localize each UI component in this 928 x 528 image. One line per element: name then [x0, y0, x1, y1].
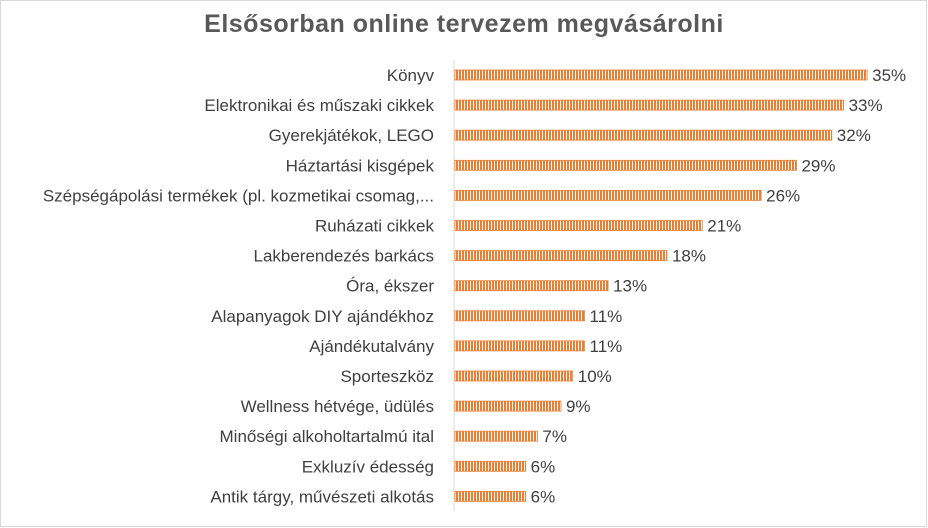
data-label: 26% [766, 186, 800, 205]
bar [454, 250, 668, 262]
data-label: 11% [590, 307, 623, 326]
data-label: 32% [837, 126, 871, 145]
category-label: Elektronikai és műszaki cikkek [204, 96, 434, 115]
bar [454, 189, 762, 201]
category-label: Háztartási kisgépek [286, 156, 435, 175]
category-label: Szépségápolási termékek (pl. kozmetikai … [43, 186, 434, 205]
bar [454, 400, 562, 412]
data-label: 10% [578, 367, 612, 386]
category-label: Wellness hétvége, üdülés [241, 397, 434, 416]
category-label: Sporteszköz [340, 367, 434, 386]
chart-title: Elsősorban online tervezem megvásárolni [204, 10, 724, 38]
bar [454, 490, 527, 502]
data-label: 33% [849, 96, 883, 115]
category-label: Könyv [387, 66, 435, 85]
data-label: 6% [531, 487, 556, 506]
category-label: Exkluzív édesség [302, 457, 434, 476]
data-label: 9% [566, 397, 591, 416]
data-label: 29% [801, 156, 835, 175]
data-label: 35% [872, 66, 906, 85]
bar [454, 69, 868, 81]
data-label: 18% [672, 247, 706, 266]
bar [454, 340, 585, 352]
data-label: 11% [590, 337, 623, 356]
data-label: 7% [542, 427, 567, 446]
bar [454, 460, 527, 472]
category-label: Óra, ékszer [346, 277, 434, 296]
bar [454, 430, 538, 442]
category-label: Alapanyagok DIY ajándékhoz [211, 307, 434, 326]
category-label: Lakberendezés barkács [253, 247, 434, 266]
bar [454, 220, 703, 231]
category-label: Minőségi alkoholtartalmú ital [220, 427, 435, 446]
data-label: 13% [613, 277, 647, 296]
data-label: 6% [531, 457, 556, 476]
data-label: 21% [707, 217, 741, 236]
category-label: Ruházati cikkek [315, 217, 435, 236]
bar [454, 310, 585, 322]
bar [454, 159, 797, 171]
category-label: Gyerekjátékok, LEGO [269, 126, 434, 145]
bar [454, 370, 574, 382]
bar [454, 129, 833, 141]
bar [454, 99, 844, 111]
category-label: Ajándékutalvány [309, 337, 434, 356]
bar [454, 280, 609, 292]
category-label: Antik tárgy, művészeti alkotás [210, 487, 434, 506]
